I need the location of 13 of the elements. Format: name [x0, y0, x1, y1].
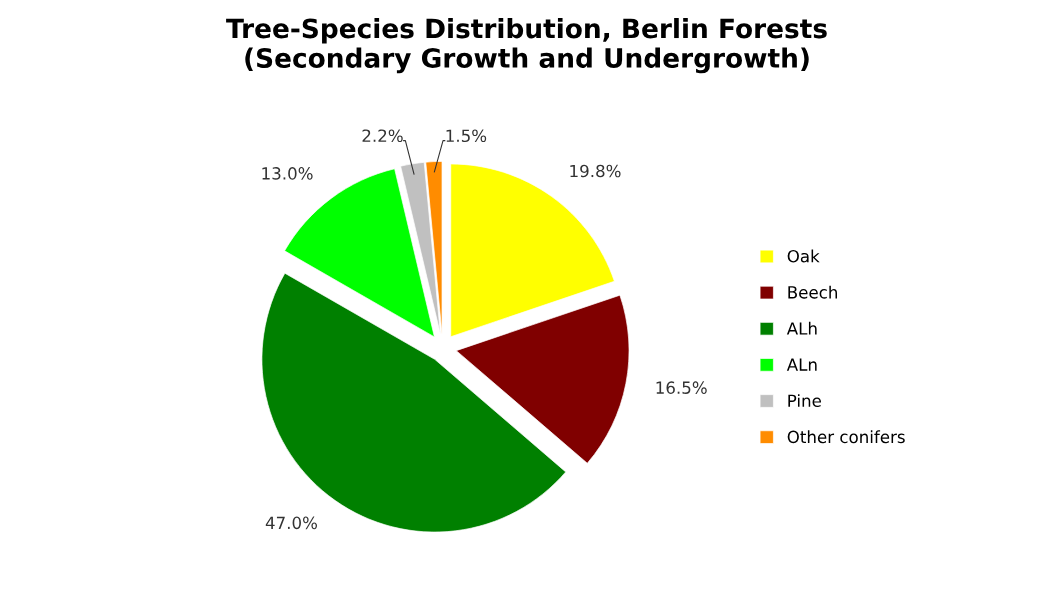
legend-label: Other conifers [787, 430, 905, 444]
legend-label: Beech [788, 285, 837, 299]
data-label: 2.2% [362, 129, 403, 143]
chart-title: Tree-Species Distribution, Berlin Forests (Secondary Growth and Undergrowth) [226, 18, 827, 74]
legend-label: ALn [786, 358, 817, 371]
data-label: 19.8% [570, 164, 621, 178]
data-label: 1.5% [446, 129, 487, 143]
legend-label: Pine [788, 394, 821, 408]
legend-label: ALh [786, 321, 817, 335]
legend-label: Oak [787, 249, 820, 263]
data-label: 47.0% [265, 516, 318, 530]
data-label: 16.5% [656, 381, 707, 394]
data-label: 13.0% [262, 167, 313, 180]
